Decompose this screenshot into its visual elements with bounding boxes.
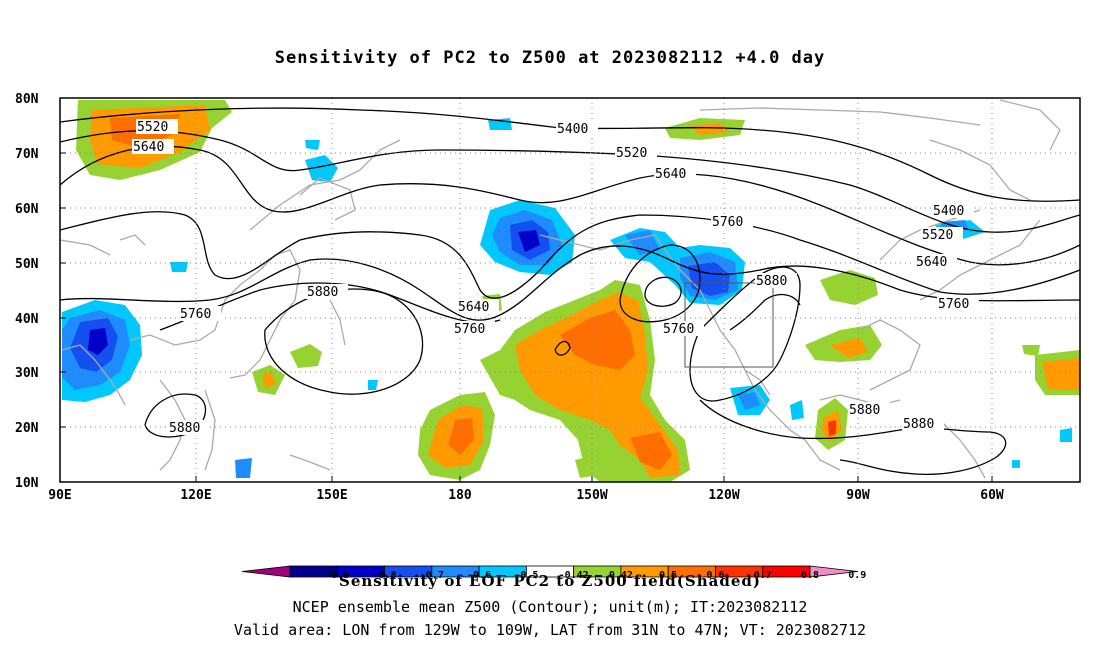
colorbar-tick-label: -0.42 <box>559 570 589 581</box>
grid-lines <box>60 98 1080 482</box>
footer-shaded-description: Sensitivity of EOF PC2 to Z500 field(Sha… <box>339 572 761 590</box>
contour-label-5400: 5400 <box>557 122 588 137</box>
contour-label-5880: 5880 <box>307 285 338 300</box>
colorbar: -0.9 -0.8 -0.7 -0.6 -0.5 -0.42 0.42 0.5 0.6 0.7 0.… <box>241 565 866 581</box>
colorbar-tick-label: 0.7 <box>754 570 772 581</box>
contour-label-5760: 5760 <box>712 215 743 230</box>
contour-label-5640: 5640 <box>916 255 947 270</box>
latitude-labels: 80N 70N 60N 50N 40N 30N 20N 10N <box>15 92 39 491</box>
colorbar-tick-label: 0.5 <box>659 570 677 581</box>
contour-label-5760: 5760 <box>454 322 485 337</box>
colorbar-tick-label: -0.8 <box>372 570 396 581</box>
colorbar-tick-label: -0.6 <box>467 570 491 581</box>
contour-label-5880: 5880 <box>903 417 934 432</box>
lat-label: 70N <box>15 147 39 162</box>
contour-label-5400: 5400 <box>933 204 964 219</box>
lat-label: 10N <box>15 476 39 491</box>
contour-label-5760: 5760 <box>180 307 211 322</box>
colorbar-tick-label: 0.42 <box>609 570 633 581</box>
lat-label: 30N <box>15 366 39 381</box>
map-frame <box>59 97 1081 483</box>
lon-label: 150E <box>316 488 347 503</box>
coastlines <box>60 99 1061 479</box>
contour-label-5880: 5880 <box>849 403 880 418</box>
colorbar-tick-label: 0.8 <box>801 570 819 581</box>
contour-label-5880: 5880 <box>756 274 787 289</box>
lat-label: 40N <box>15 312 39 327</box>
lon-label: 90W <box>846 488 870 503</box>
colorbar-tick-label: -0.5 <box>514 570 538 581</box>
footer-valid-area: Valid area: LON from 129W to 109W, LAT f… <box>233 621 867 639</box>
contour-label-5640: 5640 <box>655 167 686 182</box>
contour-label-5640: 5640 <box>458 300 489 315</box>
lat-label: 80N <box>15 92 39 107</box>
chart-title: Sensitivity of PC2 to Z500 at 2023082112… <box>274 48 826 68</box>
contour-label-5520: 5520 <box>137 120 168 135</box>
colorbar-tick-label: -0.9 <box>325 570 349 581</box>
lon-label: 180 <box>448 488 472 503</box>
lon-label: 120E <box>180 488 211 503</box>
axis-ticks <box>60 97 993 483</box>
lon-label: 120W <box>708 488 739 503</box>
colorbar-max-arrow <box>809 565 859 578</box>
contour-label-5760: 5760 <box>663 322 694 337</box>
contour-label-5760: 5760 <box>938 297 969 312</box>
lat-label: 50N <box>15 257 39 272</box>
longitude-labels: 90E 120E 150E 180 150W 120W 90W 60W <box>48 488 1004 503</box>
colorbar-tick-label: -0.7 <box>420 570 444 581</box>
contour-label-5520: 5520 <box>616 146 647 161</box>
lon-label: 60W <box>980 488 1004 503</box>
contour-label-5520: 5520 <box>922 228 953 243</box>
z500-contours <box>60 107 1080 476</box>
contour-labels: 5520 5640 5400 5520 5640 5760 5400 5520 … <box>132 119 979 436</box>
footer-contour-description: NCEP ensemble mean Z500 (Contour); unit(… <box>292 598 808 616</box>
lon-label: 150W <box>576 488 607 503</box>
contour-label-5880: 5880 <box>169 421 200 436</box>
contour-label-5640: 5640 <box>133 140 164 155</box>
colorbar-tick-label: 0.6 <box>706 570 724 581</box>
lat-label: 60N <box>15 202 39 217</box>
lat-label: 20N <box>15 421 39 436</box>
colorbar-tick-label: 0.9 <box>848 570 866 581</box>
lon-label: 90E <box>48 488 71 503</box>
